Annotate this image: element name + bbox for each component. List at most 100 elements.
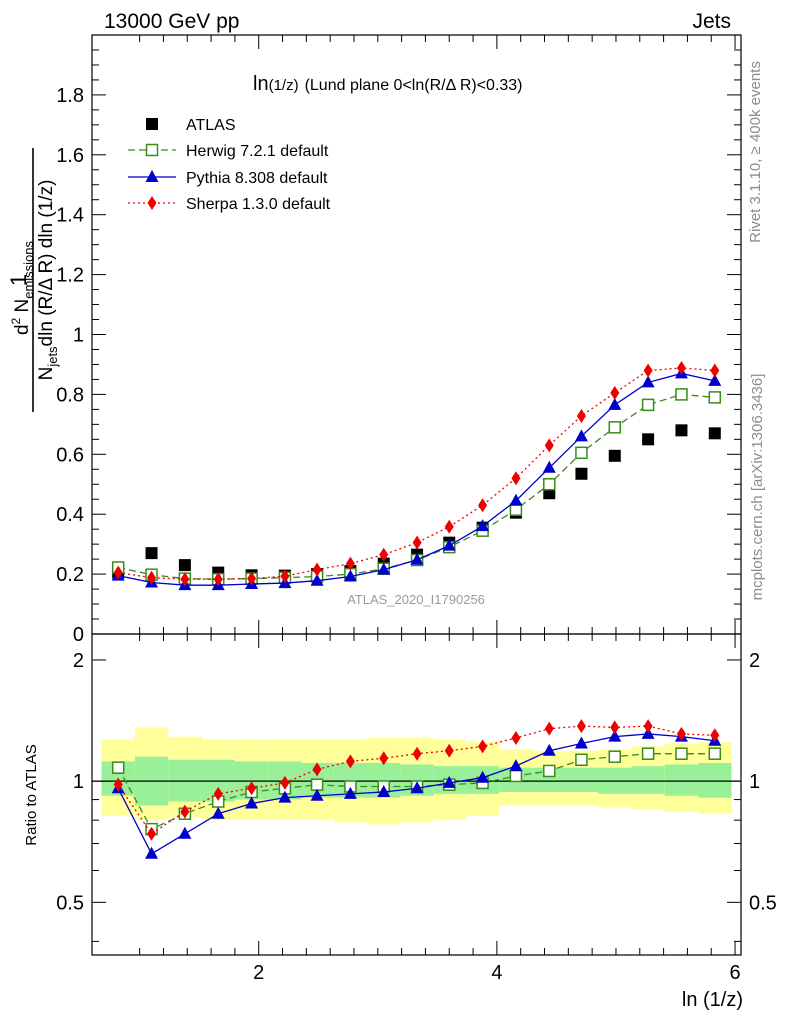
plot-label-sub: (1/z) [269, 77, 299, 94]
herwig-ratio-point [310, 778, 324, 791]
sherpa-ratio-point [379, 751, 389, 766]
sherpa-main-point [180, 572, 190, 587]
sherpa-main-point [478, 498, 488, 513]
main-y-tick-label: 0.6 [56, 444, 84, 466]
sherpa-main-point [544, 438, 554, 453]
pythia-ratio-point [608, 729, 622, 742]
x-axis-label: ln (1/z) [682, 989, 743, 1011]
x-tick-label: 6 [729, 962, 740, 984]
herwig-main-point [575, 446, 588, 460]
main-y-tick-label: 1.4 [56, 205, 84, 227]
atlas-main-point [675, 424, 688, 437]
x-tick-label: 4 [491, 962, 502, 984]
herwig-ratio-point [543, 764, 556, 778]
ratio-band-inner [698, 762, 732, 798]
y-axis-label-top: 1 d2 Nemissions Njetsdln (R/Δ R) dln (1/… [6, 148, 60, 412]
sherpa-ratio-point [247, 781, 257, 796]
legend-label-pythia: Pythia 8.308 default [186, 170, 328, 187]
y-label-num-N: N [12, 299, 33, 318]
pythia-main-point [310, 573, 324, 586]
pythia-main-point [708, 373, 722, 386]
pythia-ratio-point [310, 788, 324, 801]
herwig-ratio-point [641, 747, 655, 760]
ratio-plot-axes: 2 4 6 0.5 0.5 1 1 2 2 [56, 633, 777, 984]
herwig-ratio-point [608, 750, 622, 763]
y-label-numerator: d2 Nemissions [9, 240, 36, 335]
main-plot-series [111, 361, 722, 591]
sherpa-main-point [576, 408, 586, 423]
plot-label: ln(1/z) (Lund plane 0<ln(R/Δ R)<0.33) [253, 73, 523, 95]
sherpa-ratio-point [213, 786, 223, 801]
pythia-main-point [476, 519, 490, 532]
pythia-ratio-point [476, 770, 490, 783]
sherpa-main-point [511, 471, 521, 486]
ratio-y-tick-label-right: 2 [749, 650, 760, 672]
pythia-main-point [509, 493, 523, 506]
herwig-main-point [675, 388, 688, 401]
side-label-rivet: Rivet 3.1.10, ≥ 400k events [747, 61, 764, 243]
main-y-tick-label: 0 [73, 624, 84, 646]
sherpa-main-point [113, 565, 123, 580]
pythia-main-point [377, 562, 391, 575]
pythia-main-point [442, 538, 456, 551]
pythia-ratio-point [509, 759, 523, 772]
header-process: Jets [692, 10, 731, 33]
ratio-plot-series [111, 719, 722, 859]
y-label-num-d: d [12, 324, 33, 335]
sherpa-ratio-point [412, 746, 422, 761]
herwig-main-point [641, 398, 655, 412]
legend-marker-atlas [146, 118, 158, 130]
pythia-ratio-point [178, 826, 192, 839]
main-y-tick-label: 1.8 [56, 85, 84, 107]
sherpa-ratio-point [478, 739, 488, 754]
ratio-y-tick-label-right: 1 [749, 771, 760, 793]
herwig-main-point [543, 478, 556, 491]
pythia-ratio-point [278, 790, 292, 803]
herwig-ratio-point [708, 747, 722, 760]
sherpa-ratio-point [676, 726, 686, 741]
pythia-ratio-point [211, 806, 225, 819]
pythia-ratio-point [542, 743, 556, 756]
legend-marker-pythia [145, 170, 159, 182]
sherpa-main-point [643, 363, 653, 378]
pythia-main-point [641, 375, 655, 388]
main-y-tick-label: 1.2 [56, 265, 84, 287]
pythia-ratio-point [145, 846, 159, 859]
sherpa-main-point [676, 361, 686, 376]
header-energy: 13000 GeV pp [104, 10, 239, 33]
sherpa-ratio-point [444, 743, 454, 758]
sherpa-main-point [412, 535, 422, 550]
pythia-ratio-point [574, 736, 588, 749]
plot-label-main: ln [253, 73, 269, 95]
y-label-num-sub: emissions [21, 240, 36, 298]
sherpa-main-point [610, 385, 620, 400]
pythia-ratio-point [245, 796, 259, 809]
sherpa-ratio-point [710, 728, 720, 743]
ratio-y-tick-label: 2 [73, 650, 84, 672]
ratio-band-inner [664, 764, 699, 796]
sherpa-ratio-point [643, 719, 653, 734]
y-label-denominator: Njetsdln (R/Δ R) dln (1/z) [36, 180, 60, 381]
legend: ATLAS Herwig 7.2.1 default Pythia 8.308 de… [128, 117, 331, 213]
sherpa-ratio-point [280, 775, 290, 790]
pythia-main-point [343, 569, 357, 582]
atlas-main-point [178, 559, 191, 572]
sherpa-ratio-point [576, 719, 586, 734]
pythia-main-point [410, 552, 424, 565]
ratio-band-inner [565, 767, 599, 792]
main-y-tick-label: 0.2 [56, 564, 84, 586]
pythia-ratio-point [410, 781, 424, 794]
main-y-tick-label: 1 [73, 325, 84, 347]
herwig-ratio-point [111, 761, 125, 774]
herwig-main-point [708, 391, 722, 404]
legend-marker-sherpa [147, 196, 157, 210]
ratio-y-tick-label: 1 [73, 771, 84, 793]
atlas-main-point [708, 427, 721, 440]
y-label-den-rest: dln (R/Δ R) dln (1/z) [36, 180, 57, 347]
sherpa-main-point [379, 547, 389, 562]
main-y-tick-label: 1.6 [56, 145, 84, 167]
sherpa-ratio-point [113, 777, 123, 792]
legend-label-sherpa: Sherpa 1.3.0 default [186, 196, 331, 213]
sherpa-ratio-point [312, 762, 322, 777]
